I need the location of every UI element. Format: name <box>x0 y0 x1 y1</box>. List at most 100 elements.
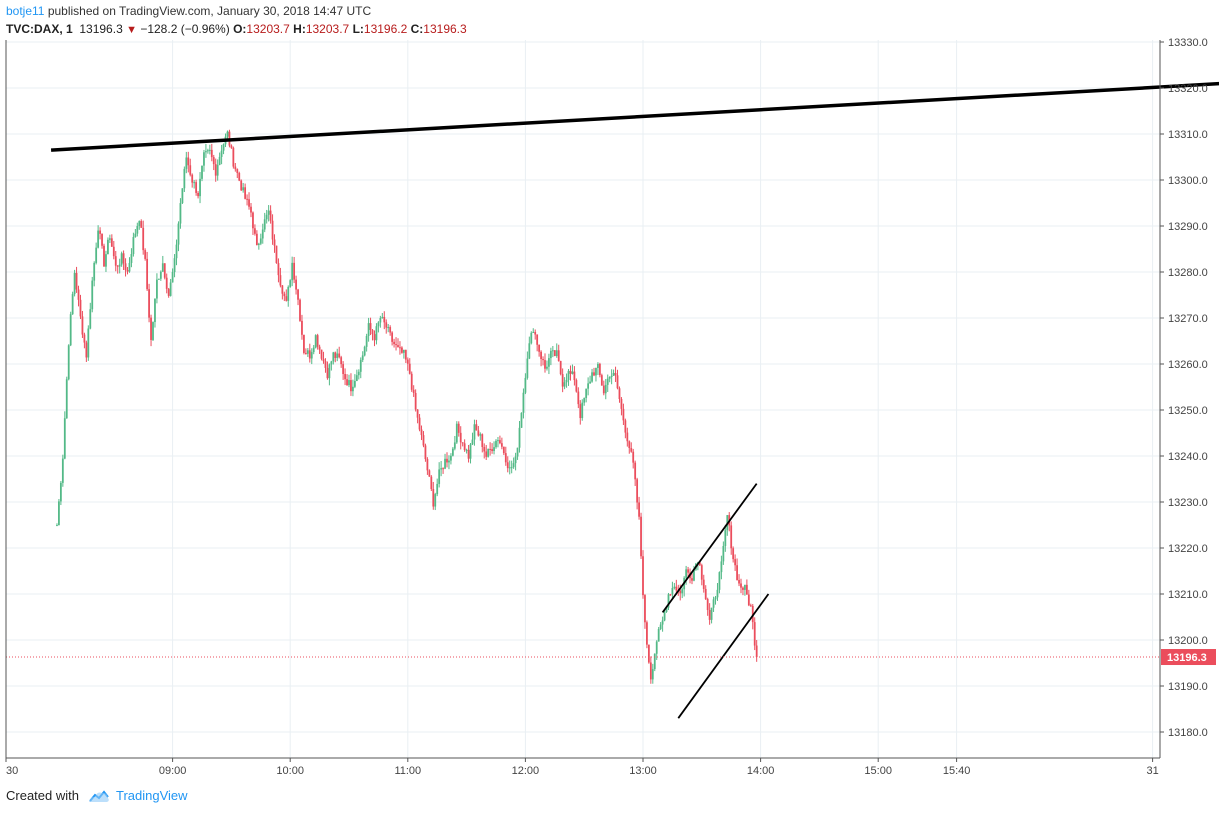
resistance-trendline <box>50 81 1219 152</box>
candle <box>422 431 425 448</box>
candle <box>487 448 490 458</box>
candle <box>387 323 390 333</box>
candle <box>265 209 268 224</box>
candle <box>122 250 125 271</box>
candle <box>371 328 374 341</box>
candle <box>179 198 182 229</box>
candle <box>283 291 286 302</box>
close-label: C: <box>410 22 424 36</box>
candle <box>310 348 313 365</box>
candle <box>363 345 366 357</box>
x-tick-label: 15:00 <box>864 765 892 777</box>
candle <box>332 351 335 365</box>
candle <box>459 426 462 450</box>
candle <box>442 467 444 474</box>
candle <box>647 644 650 664</box>
drawn-trendlines[interactable] <box>50 81 1219 719</box>
change-value: −128.2 (−0.96%) <box>140 22 230 36</box>
candle <box>628 440 631 454</box>
candle <box>183 166 186 193</box>
candle <box>700 563 703 586</box>
candle <box>491 443 493 454</box>
candle <box>338 346 341 359</box>
candle <box>516 447 519 460</box>
candle <box>424 443 427 462</box>
candle <box>702 574 705 593</box>
candle <box>234 162 237 172</box>
candle <box>359 357 362 379</box>
candle <box>201 165 203 182</box>
candle <box>275 245 278 264</box>
candle <box>126 267 129 275</box>
candle <box>451 447 454 457</box>
candle <box>114 250 117 272</box>
candle <box>463 439 466 452</box>
candle <box>379 315 382 328</box>
candle <box>169 278 172 297</box>
x-tick-label: 12:00 <box>512 765 540 777</box>
candle <box>404 349 407 364</box>
candle <box>481 433 484 453</box>
candle <box>749 603 752 607</box>
candle <box>606 374 609 392</box>
candle <box>163 263 166 280</box>
candle <box>393 338 395 348</box>
candlestick-series <box>56 129 758 684</box>
candle <box>91 276 94 313</box>
candle <box>240 179 243 191</box>
candle <box>297 288 299 306</box>
candle <box>561 368 564 393</box>
x-tick-label: 31 <box>1146 765 1158 777</box>
candle <box>157 278 160 280</box>
candle <box>559 360 562 376</box>
candle <box>655 640 658 660</box>
candle <box>402 349 405 359</box>
candle <box>132 232 135 257</box>
tradingview-brand-link[interactable]: TradingView <box>115 788 188 803</box>
candle <box>271 214 274 245</box>
candle <box>156 273 158 304</box>
candle <box>326 361 329 380</box>
candle <box>381 313 384 319</box>
candle <box>544 353 546 373</box>
candle <box>365 333 368 352</box>
candle <box>430 475 433 492</box>
candle <box>185 151 188 174</box>
candle <box>598 362 601 378</box>
candle <box>440 460 443 477</box>
symbol-label[interactable]: TVC:DAX, 1 <box>6 22 73 36</box>
candle <box>257 242 260 250</box>
candle <box>651 663 654 684</box>
last-value: 13196.3 <box>79 22 123 36</box>
y-tick-label: 13260.0 <box>1168 359 1208 371</box>
candle <box>553 350 556 357</box>
candle <box>506 456 509 473</box>
candle <box>489 442 492 456</box>
candle <box>85 340 88 363</box>
y-tick-label: 13300.0 <box>1168 175 1208 187</box>
candle <box>116 265 119 274</box>
candle <box>418 414 421 432</box>
candle <box>622 403 625 426</box>
candle <box>465 448 468 454</box>
candle <box>687 566 689 578</box>
candle <box>281 285 284 300</box>
candle <box>377 321 380 333</box>
candle <box>649 656 652 684</box>
candle <box>500 437 503 450</box>
x-tick-label: 14:00 <box>747 765 775 777</box>
candle <box>161 255 164 272</box>
author-link[interactable]: botje11 <box>6 4 45 18</box>
candle <box>520 412 523 428</box>
candle <box>248 192 250 210</box>
candle <box>744 584 746 596</box>
candle <box>620 397 623 416</box>
candle <box>738 574 740 587</box>
y-tick-label: 13190.0 <box>1168 681 1208 693</box>
candle <box>495 439 497 449</box>
candle <box>318 344 321 354</box>
candle <box>414 389 417 412</box>
candle <box>577 387 580 409</box>
candle <box>626 427 629 447</box>
